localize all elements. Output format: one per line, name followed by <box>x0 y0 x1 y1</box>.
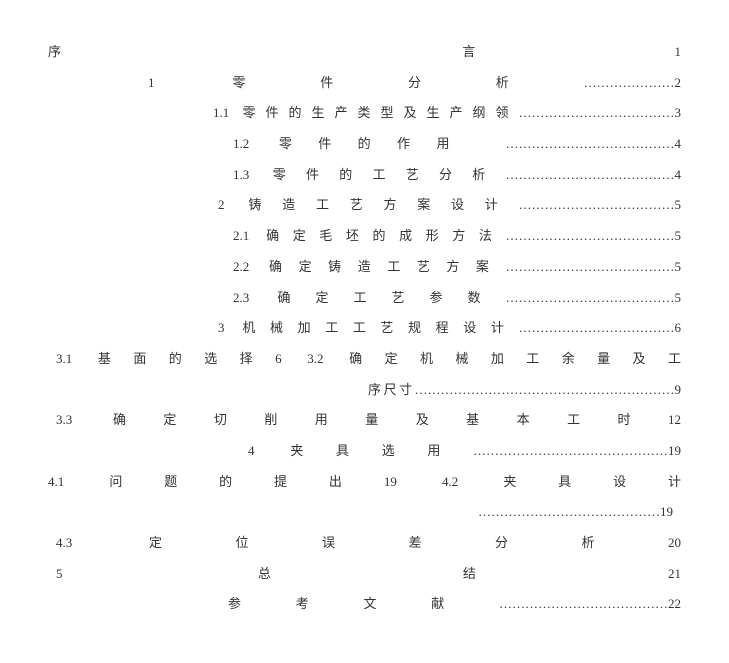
toc-page-number: 4 <box>675 167 682 182</box>
toc-page-number: 9 <box>675 382 682 397</box>
toc-page-number: 20 <box>668 535 681 550</box>
toc-entry: ……………………………………19 <box>48 500 681 525</box>
toc-entry: 3.3 确定切削用量及基本工时12 <box>48 408 681 433</box>
toc-leader-dots: ………………………………… <box>506 136 675 151</box>
toc-leader-dots: ………………………………… <box>506 167 675 182</box>
toc-page-number: 5 <box>675 197 682 212</box>
toc-page-number: 1 <box>674 44 681 59</box>
toc-page-number: 5 <box>675 290 682 305</box>
toc-label: 4.3 定位误差分析 <box>56 535 668 550</box>
toc-label: 5 总结 <box>56 566 668 581</box>
toc-entry: 3 机械加工工艺规程设计………………………………6 <box>48 316 681 341</box>
toc-leader-dots: ………………………………… <box>506 290 675 305</box>
toc-leader-dots: ……………………………… <box>519 320 675 335</box>
toc-page-number: 19 <box>384 474 397 489</box>
toc-leader-dots: ………………………………… <box>499 596 668 611</box>
toc-label: 4.1 问题的提出 <box>48 474 384 489</box>
toc-entry: 1.3 零件的工艺分析…………………………………4 <box>48 163 681 188</box>
toc-label: 2 铸造工艺方案设计 <box>218 197 519 212</box>
toc-entry: 1.1 零件的生产类型及生产纲领………………………………3 <box>48 101 681 126</box>
toc-entry: 1.2 零件的作用 …………………………………4 <box>48 132 681 157</box>
toc-label: 3.3 确定切削用量及基本工时 <box>56 412 668 427</box>
toc-page-number: 5 <box>675 259 682 274</box>
toc-page-number: 2 <box>675 75 682 90</box>
toc-label: 1.1 零件的生产类型及生产纲领 <box>213 105 519 120</box>
toc-page-number: 5 <box>675 228 682 243</box>
toc-label: 序 言 <box>48 44 674 59</box>
toc-entry: 4 夹具选用………………………………………19 <box>48 439 681 464</box>
toc-page-number: 12 <box>668 412 681 427</box>
toc-leader-dots: ………………………………… <box>506 259 675 274</box>
toc-label: 序尺寸 <box>368 382 415 397</box>
toc-entry: 2 铸造工艺方案设计………………………………5 <box>48 193 681 218</box>
toc-entry: 5 总结21 <box>48 562 681 587</box>
toc-leader-dots: ………………… <box>584 75 675 90</box>
toc-label: 2.2 确定铸造工艺方案 <box>233 259 506 274</box>
toc-entry: 1 零件分析…………………2 <box>48 71 681 96</box>
toc-label: 1.3 零件的工艺分析 <box>233 167 506 182</box>
toc-entry: 2.2 确定铸造工艺方案…………………………………5 <box>48 255 681 280</box>
toc-label: 4 夹具选用 <box>248 443 473 458</box>
toc-leader-dots: …………………………………… <box>478 504 660 519</box>
toc-page-number: 21 <box>668 566 681 581</box>
toc-entry: 2.3 确定工艺参数…………………………………5 <box>48 286 681 311</box>
toc-page-number: 19 <box>668 443 681 458</box>
toc-entry: 3.1 基面的选择6 3.2 确定机械加工余量及工 <box>48 347 681 372</box>
toc-page-number: 22 <box>668 596 681 611</box>
toc-label: 2.3 确定工艺参数 <box>233 290 506 305</box>
toc-leader-dots: ……………………………… <box>519 105 675 120</box>
toc-label: 3 机械加工工艺规程设计 <box>218 320 519 335</box>
toc-leader-dots: ……………………………………… <box>473 443 668 458</box>
toc-page-number: 19 <box>660 504 673 519</box>
toc-entry: 4.1 问题的提出19 4.2 夹具设计 <box>48 470 681 495</box>
toc-label: 2.1 确定毛坯的成形方法 <box>233 228 506 243</box>
toc-label-continuation: 3.2 确定机械加工余量及工 <box>282 351 681 366</box>
toc-label: 1.2 零件的作用 <box>233 136 506 151</box>
toc-page-number: 6 <box>675 320 682 335</box>
toc-label-continuation: 4.2 夹具设计 <box>397 474 681 489</box>
toc-leader-dots: ……………………………… <box>519 197 675 212</box>
toc-page-number: 4 <box>675 136 682 151</box>
toc-entry: 2.1 确定毛坯的成形方法…………………………………5 <box>48 224 681 249</box>
toc-label: 1 零件分析 <box>148 75 584 90</box>
toc-page-number: 3 <box>675 105 682 120</box>
toc-entry: 序 言1 <box>48 40 681 65</box>
toc-leader-dots: ………………………………… <box>506 228 675 243</box>
toc-entry: 4.3 定位误差分析20 <box>48 531 681 556</box>
toc-label: 参考文献 <box>228 596 499 611</box>
toc-label: 3.1 基面的选择 <box>56 351 275 366</box>
toc-entry: 序尺寸……………………………………………………9 <box>48 378 681 403</box>
table-of-contents: 序 言11 零件分析…………………21.1 零件的生产类型及生产纲领………………… <box>48 40 681 617</box>
toc-leader-dots: …………………………………………………… <box>415 382 675 397</box>
toc-entry: 参考文献…………………………………22 <box>48 592 681 617</box>
